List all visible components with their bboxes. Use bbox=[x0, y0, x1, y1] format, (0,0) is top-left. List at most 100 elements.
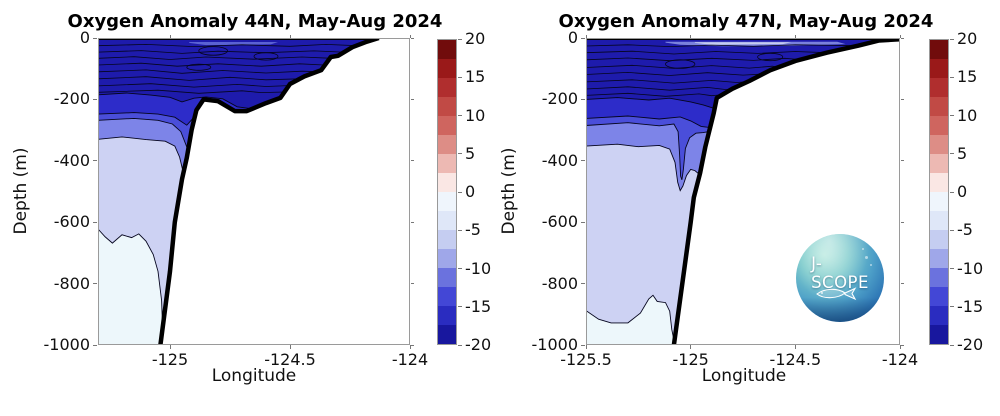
bubble-icon bbox=[870, 264, 872, 266]
colorbar-tick-mark bbox=[458, 306, 462, 308]
y-tick-label: -800 bbox=[541, 273, 578, 293]
contour-line bbox=[586, 57, 800, 62]
colorbar-tick-label: 20 bbox=[957, 29, 978, 48]
y-tick-label: 0 bbox=[567, 28, 578, 47]
contour-line bbox=[98, 56, 333, 60]
colorbar-band bbox=[930, 192, 948, 211]
x-tick-mark-top bbox=[794, 35, 796, 38]
colorbar-band bbox=[930, 135, 948, 154]
y-tick-mark-right bbox=[411, 37, 414, 39]
x-tick-label: -124 bbox=[391, 350, 429, 369]
x-tick-label: -124 bbox=[881, 350, 919, 369]
colorbar-tick-mark bbox=[950, 229, 954, 231]
colorbar-band bbox=[438, 173, 456, 192]
colorbar-tick-mark bbox=[950, 191, 954, 193]
colorbar-band bbox=[438, 97, 456, 116]
colorbar-tick-label: 10 bbox=[957, 105, 978, 125]
bubble-icon bbox=[865, 256, 868, 259]
contour-loop bbox=[757, 52, 784, 62]
band-boundary-line bbox=[586, 122, 710, 180]
y-tick-mark bbox=[93, 98, 97, 100]
y-tick-mark bbox=[93, 283, 97, 285]
y-tick-mark-right bbox=[901, 221, 904, 223]
colorbar-tick-label: 0 bbox=[957, 182, 968, 201]
band-boundary-line bbox=[586, 115, 711, 129]
y-tick-label: 0 bbox=[79, 28, 90, 47]
contour-line bbox=[586, 92, 718, 97]
contour-line bbox=[586, 71, 761, 76]
band-boundary-line bbox=[586, 143, 700, 192]
colorbar-band bbox=[438, 230, 456, 249]
x-tick-mark-top bbox=[585, 35, 587, 38]
colorbar-band bbox=[438, 211, 456, 230]
contour-loop bbox=[198, 46, 228, 56]
axes-frame bbox=[586, 38, 900, 345]
panel-44n-plot-area bbox=[98, 38, 410, 345]
x-tick-label: -125 bbox=[151, 350, 189, 369]
contour-line bbox=[586, 50, 827, 55]
y-tick-mark-right bbox=[411, 98, 414, 100]
colorbar-band bbox=[438, 116, 456, 135]
y-tick-mark bbox=[93, 221, 97, 223]
colorbar-tick-label: 20 bbox=[465, 29, 486, 48]
x-tick-mark-top bbox=[690, 35, 692, 38]
bubble-icon bbox=[862, 248, 864, 250]
colorbar-band bbox=[438, 59, 456, 78]
y-tick-label: -600 bbox=[541, 212, 578, 232]
x-tick-label: -124.5 bbox=[264, 350, 316, 369]
y-tick-mark bbox=[93, 160, 97, 162]
band-boundary-line bbox=[586, 97, 715, 110]
colorbar-tick-label: -20 bbox=[465, 335, 492, 354]
colorbar-band bbox=[930, 97, 948, 116]
x-tick-mark bbox=[169, 345, 171, 349]
y-tick-mark-right bbox=[411, 221, 414, 223]
x-tick-mark bbox=[899, 345, 901, 349]
colorbar-tick-mark bbox=[950, 153, 954, 155]
band-fill-47n bbox=[586, 295, 675, 345]
x-tick-mark bbox=[585, 345, 587, 349]
y-tick-mark bbox=[581, 344, 585, 346]
panel-44n-xlabel: Longitude bbox=[211, 366, 297, 386]
colorbar-tick-mark bbox=[458, 229, 462, 231]
x-tick-mark bbox=[794, 345, 796, 349]
colorbar-tick-label: -20 bbox=[957, 335, 984, 354]
colorbar-band bbox=[930, 249, 948, 268]
colorbar-band bbox=[438, 287, 456, 306]
colorbar-tick-mark bbox=[458, 38, 462, 40]
fish-icon bbox=[816, 287, 857, 301]
colorbar-band bbox=[930, 230, 948, 249]
y-tick-mark-right bbox=[411, 283, 414, 285]
x-tick-mark-top bbox=[169, 35, 171, 38]
colorbar-band bbox=[438, 325, 456, 344]
x-tick-label: -125.5 bbox=[560, 350, 612, 369]
colorbar-tick-mark bbox=[950, 268, 954, 269]
colorbar-47n bbox=[929, 39, 949, 345]
colorbar-band bbox=[438, 268, 456, 287]
colorbar-band bbox=[438, 135, 456, 154]
y-tick-mark-right bbox=[901, 344, 904, 346]
contour-line bbox=[98, 43, 357, 48]
y-tick-label: -200 bbox=[541, 89, 578, 109]
panel-47n-plot-area bbox=[586, 38, 900, 345]
colorbar-band bbox=[930, 173, 948, 192]
colorbar-tick-mark bbox=[950, 38, 954, 40]
x-tick-label: -124.5 bbox=[769, 350, 822, 369]
colorbar-band bbox=[438, 249, 456, 268]
colorbar-band bbox=[438, 40, 456, 59]
x-tick-mark-top bbox=[289, 35, 291, 38]
y-tick-mark bbox=[581, 160, 585, 162]
colorbar-tick-mark bbox=[458, 344, 462, 346]
contour-line bbox=[98, 83, 289, 88]
colorbar-band bbox=[930, 116, 948, 135]
colorbar-tick-mark bbox=[458, 191, 462, 193]
contour-line bbox=[586, 64, 778, 69]
surface-patch bbox=[694, 42, 792, 45]
y-tick-mark-right bbox=[901, 98, 904, 100]
bathymetry-line bbox=[671, 38, 900, 345]
y-tick-label: -400 bbox=[53, 150, 90, 170]
colorbar-band bbox=[930, 268, 948, 287]
colorbar-band bbox=[930, 40, 948, 59]
colorbar-tick-label: 15 bbox=[957, 67, 978, 87]
colorbar-band bbox=[438, 78, 456, 97]
